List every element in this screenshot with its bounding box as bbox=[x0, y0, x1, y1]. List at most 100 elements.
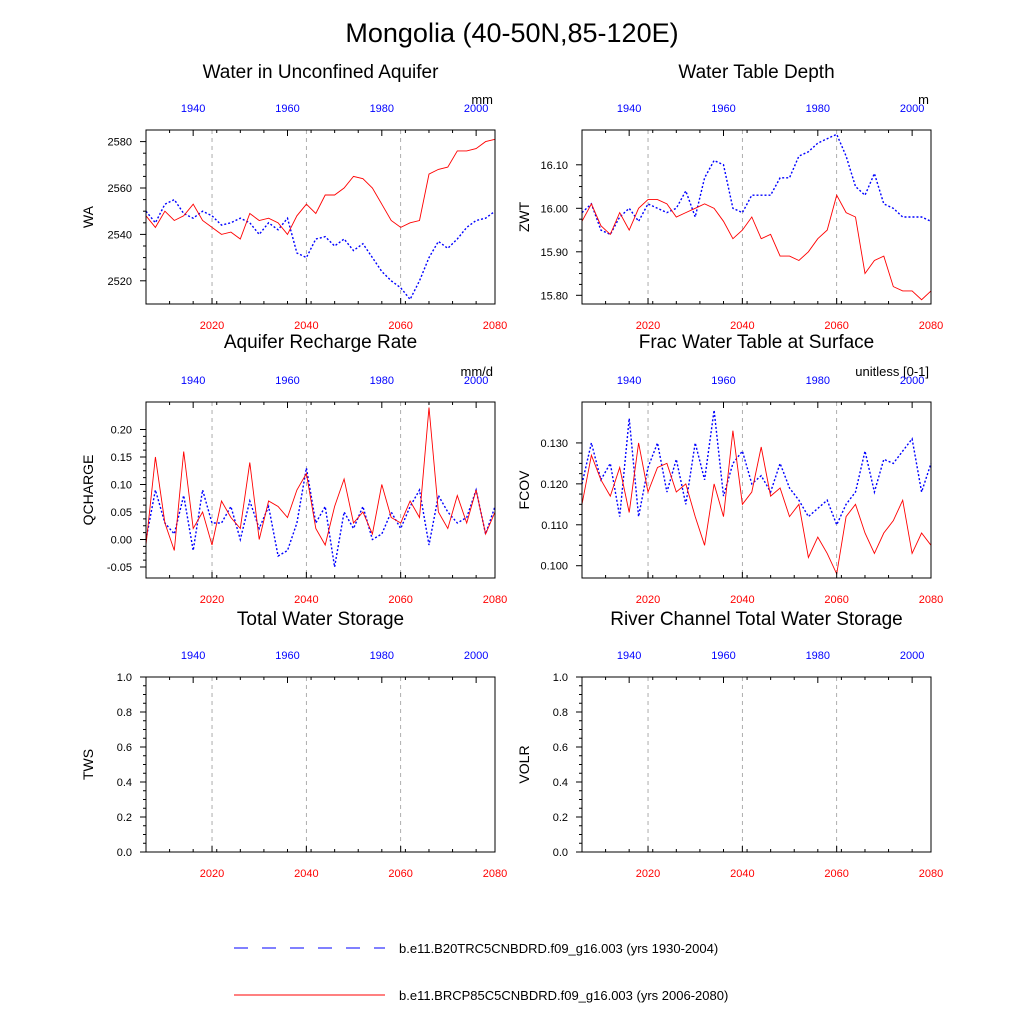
y-axis-label: QCHARGE bbox=[80, 455, 96, 526]
plot-frame bbox=[145, 676, 496, 853]
panel-title: Water Table Depth bbox=[678, 62, 834, 83]
plot-frame bbox=[581, 676, 932, 853]
y-tick-label: 0.4 bbox=[553, 777, 568, 789]
legend-label-historical: b.e11.B20TRC5CNBDRD.f09_g16.003 (yrs 193… bbox=[399, 941, 718, 956]
series-line-historical bbox=[581, 410, 932, 527]
x-tick-label-bottom: 2020 bbox=[636, 868, 660, 880]
x-tick-label-bottom: 2060 bbox=[388, 868, 412, 880]
panel-title: Total Water Storage bbox=[237, 609, 404, 630]
x-tick-label-top: 2000 bbox=[900, 103, 924, 115]
y-tick-label: 0.8 bbox=[553, 707, 568, 719]
y-tick-label: 15.80 bbox=[540, 290, 568, 302]
x-tick-label-top: 1960 bbox=[275, 375, 299, 387]
x-tick-label-bottom: 2020 bbox=[636, 594, 660, 606]
y-tick-label: 0.0 bbox=[553, 847, 568, 859]
y-tick-label: 0.15 bbox=[111, 452, 132, 464]
x-tick-label-top: 1940 bbox=[181, 650, 205, 662]
panel-unit: mm bbox=[471, 92, 493, 107]
x-tick-label-bottom: 2020 bbox=[200, 320, 224, 332]
series-line-historical bbox=[145, 198, 496, 301]
y-axis-label: TWS bbox=[80, 749, 96, 780]
y-tick-label: 0.6 bbox=[117, 742, 132, 754]
x-tick-label-top: 1980 bbox=[370, 375, 394, 387]
y-tick-label: 0.6 bbox=[553, 742, 568, 754]
x-tick-label-top: 1960 bbox=[275, 650, 299, 662]
x-tick-label-top: 1940 bbox=[181, 375, 205, 387]
y-tick-label: 0.10 bbox=[111, 480, 132, 492]
panel-title: River Channel Total Water Storage bbox=[610, 609, 903, 630]
y-axis-label: WA bbox=[80, 205, 96, 228]
x-tick-label-bottom: 2040 bbox=[730, 594, 754, 606]
y-tick-label: 0.0 bbox=[117, 847, 132, 859]
series-line-future bbox=[581, 193, 932, 301]
x-tick-label-top: 1940 bbox=[617, 375, 641, 387]
x-tick-label-top: 1960 bbox=[711, 650, 735, 662]
x-tick-label-top: 1960 bbox=[711, 103, 735, 115]
y-tick-label: 0.110 bbox=[541, 520, 568, 532]
y-tick-label: 0.2 bbox=[117, 812, 132, 824]
series-line-future bbox=[581, 430, 932, 576]
x-tick-label-bottom: 2040 bbox=[294, 594, 318, 606]
x-tick-label-bottom: 2040 bbox=[294, 868, 318, 880]
panel-title: Aquifer Recharge Rate bbox=[224, 332, 417, 353]
y-tick-label: 0.00 bbox=[111, 535, 132, 547]
x-tick-label-top: 1980 bbox=[806, 103, 830, 115]
x-tick-label-bottom: 2020 bbox=[200, 868, 224, 880]
x-tick-label-bottom: 2060 bbox=[388, 320, 412, 332]
x-tick-label-bottom: 2080 bbox=[919, 320, 943, 332]
chart-panel-1: Water in Unconfined Aquifer mm 2020 2040 206… bbox=[80, 62, 507, 332]
x-tick-label-bottom: 2060 bbox=[388, 594, 412, 606]
x-tick-label-top: 2000 bbox=[900, 375, 924, 387]
x-tick-label-top: 1940 bbox=[617, 650, 641, 662]
x-tick-label-bottom: 2080 bbox=[483, 320, 507, 332]
x-tick-label-top: 1960 bbox=[275, 103, 299, 115]
x-tick-label-top: 2000 bbox=[464, 103, 488, 115]
plot-frame bbox=[145, 129, 496, 305]
plot-frame bbox=[581, 129, 932, 305]
x-tick-label-top: 2000 bbox=[464, 375, 488, 387]
panel-title: Water in Unconfined Aquifer bbox=[203, 62, 440, 83]
x-tick-label-top: 1960 bbox=[711, 375, 735, 387]
x-tick-label-top: 1980 bbox=[370, 650, 394, 662]
x-tick-label-bottom: 2080 bbox=[919, 868, 943, 880]
series-line-future bbox=[145, 138, 496, 240]
y-tick-label: 0.05 bbox=[111, 507, 132, 519]
x-tick-label-top: 2000 bbox=[900, 650, 924, 662]
plot-frame bbox=[581, 401, 932, 579]
x-tick-label-bottom: 2060 bbox=[824, 594, 848, 606]
panel-unit: m bbox=[918, 92, 929, 107]
chart-panel-5: Total Water Storage 2020 2040 2060 2080 1940 1… bbox=[80, 609, 507, 880]
y-tick-label: 2560 bbox=[108, 183, 132, 195]
series-line-historical bbox=[581, 133, 932, 236]
y-tick-label: 0.120 bbox=[540, 479, 568, 491]
plot-frame bbox=[145, 401, 496, 579]
chart-panel-2: Water Table Depth m 2020 2040 2060 2080 1940 19… bbox=[516, 62, 943, 332]
figure-title: Mongolia (40-50N,85-120E) bbox=[345, 18, 678, 48]
y-tick-label: 16.10 bbox=[540, 160, 568, 172]
y-tick-label: 1.0 bbox=[117, 672, 132, 684]
x-tick-label-bottom: 2020 bbox=[636, 320, 660, 332]
x-tick-label-bottom: 2080 bbox=[483, 868, 507, 880]
x-tick-label-bottom: 2040 bbox=[294, 320, 318, 332]
y-tick-label: 0.100 bbox=[540, 561, 568, 573]
y-axis-label: VOLR bbox=[516, 745, 532, 783]
y-tick-label: 15.90 bbox=[540, 247, 568, 259]
x-tick-label-top: 1940 bbox=[617, 103, 641, 115]
legend: b.e11.B20TRC5CNBDRD.f09_g16.003 (yrs 193… bbox=[234, 941, 728, 1003]
y-tick-label: 2580 bbox=[108, 137, 132, 149]
panel-unit: unitless [0-1] bbox=[855, 364, 929, 379]
chart-panel-3: Aquifer Recharge Rate mm/d 2020 2040 2060 208… bbox=[80, 332, 507, 606]
x-tick-label-bottom: 2060 bbox=[824, 320, 848, 332]
y-tick-label: 2540 bbox=[108, 229, 132, 241]
chart-panel-6: River Channel Total Water Storage 2020 204… bbox=[516, 609, 943, 880]
panel-unit: mm/d bbox=[461, 364, 494, 379]
x-tick-label-top: 2000 bbox=[464, 650, 488, 662]
series-line-historical bbox=[145, 467, 496, 568]
y-tick-label: 0.130 bbox=[540, 438, 568, 450]
x-tick-label-bottom: 2080 bbox=[483, 594, 507, 606]
x-tick-label-top: 1980 bbox=[806, 375, 830, 387]
y-axis-label: FCOV bbox=[516, 470, 532, 510]
y-tick-label: 2520 bbox=[108, 276, 132, 288]
x-tick-label-bottom: 2040 bbox=[730, 320, 754, 332]
